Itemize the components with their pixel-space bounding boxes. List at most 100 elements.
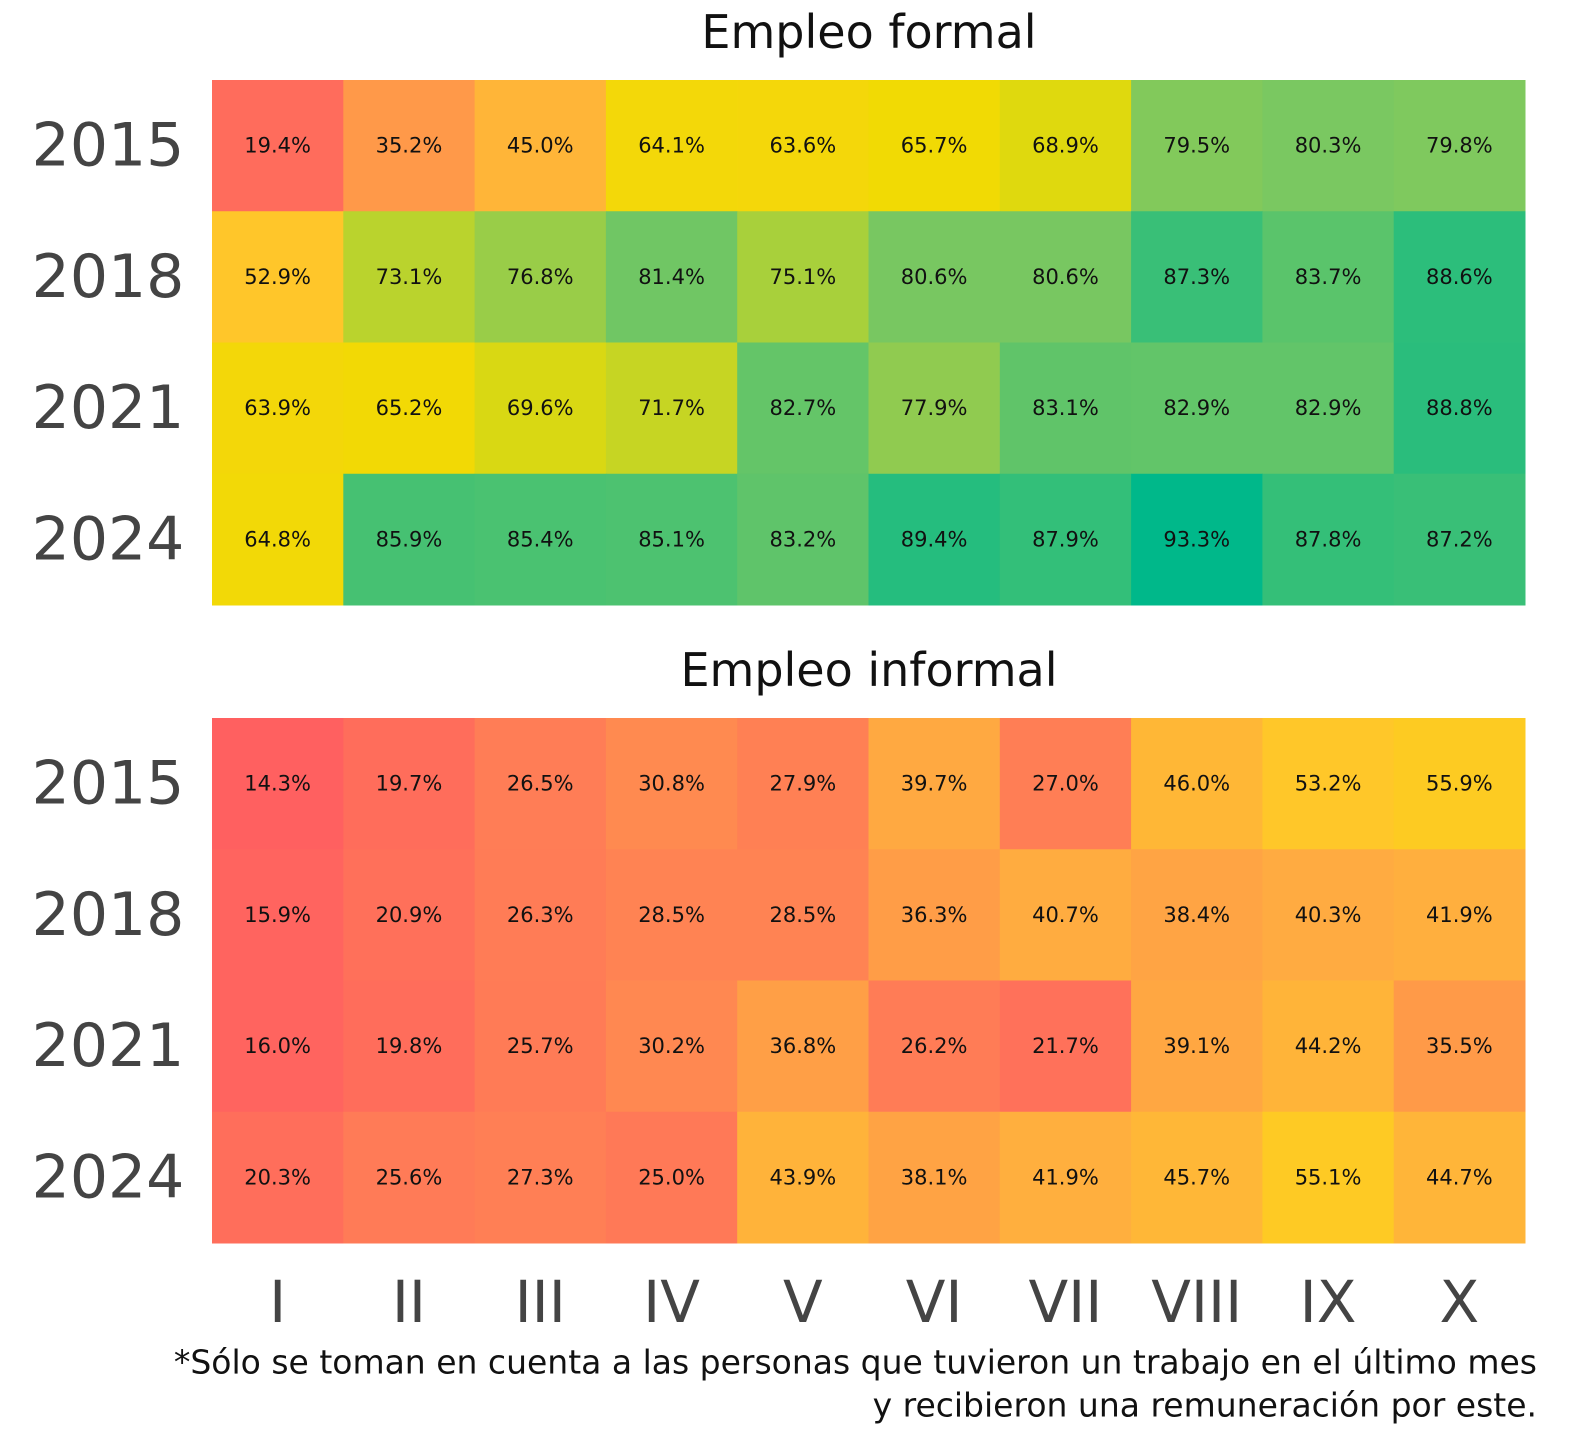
cell (737, 849, 869, 981)
cell-label: 44.2% (1295, 1034, 1362, 1058)
cell-label: 45.7% (1163, 1165, 1230, 1189)
cell-label: 83.7% (1295, 265, 1362, 289)
cell (343, 80, 476, 212)
footnote: *Sólo se toman en cuenta a las personas … (174, 1343, 1537, 1382)
cell-label: 71.7% (638, 396, 705, 420)
cell-label: 27.3% (507, 1165, 574, 1189)
cell-label: 26.2% (901, 1034, 968, 1058)
cell-label: 35.5% (1426, 1034, 1493, 1058)
cell-label: 39.1% (1163, 1034, 1230, 1058)
cell-label: 65.7% (901, 134, 968, 158)
cell (1262, 211, 1395, 343)
cell-label: 87.3% (1163, 265, 1230, 289)
cell-label: 83.2% (769, 527, 836, 551)
cell-label: 82.7% (769, 396, 836, 420)
cell (1131, 980, 1263, 1113)
cell (737, 80, 869, 212)
cell (999, 1111, 1132, 1244)
cell (212, 473, 344, 606)
cell (1393, 80, 1526, 212)
cell-label: 19.8% (376, 1034, 443, 1058)
cell-label: 53.2% (1295, 772, 1362, 796)
cell (343, 849, 476, 981)
cell (474, 473, 607, 606)
cell (474, 1111, 607, 1244)
cell-label: 41.9% (1426, 903, 1493, 927)
cell-label: 85.1% (638, 527, 705, 551)
cell-label: 87.2% (1426, 527, 1493, 551)
cell (868, 718, 1001, 850)
cell (868, 1111, 1001, 1244)
cell (737, 211, 869, 343)
cell (605, 718, 738, 850)
footnote: y recibieron una remuneración por este. (873, 1386, 1537, 1425)
row-label: 2015 (32, 111, 185, 181)
cell (474, 718, 607, 850)
cell (474, 342, 607, 475)
cell (737, 980, 869, 1113)
cell-label: 76.8% (507, 265, 574, 289)
x-label: III (515, 1268, 566, 1336)
cell (999, 980, 1132, 1113)
cell (343, 342, 476, 475)
cell (1393, 211, 1526, 343)
cell-label: 25.7% (507, 1034, 574, 1058)
cell-label: 25.6% (376, 1165, 443, 1189)
x-label: VI (906, 1268, 963, 1336)
row-label: 2021 (32, 373, 185, 443)
cell-label: 44.7% (1426, 1165, 1493, 1189)
cell-label: 40.3% (1295, 903, 1362, 927)
cell (605, 342, 738, 475)
cell (1393, 473, 1526, 606)
cell-label: 83.1% (1032, 396, 1099, 420)
cell-label: 26.5% (507, 772, 574, 796)
cell (1262, 849, 1395, 981)
cell-label: 15.9% (244, 903, 311, 927)
cell-label: 82.9% (1163, 396, 1230, 420)
cell (999, 211, 1132, 343)
cell (999, 849, 1132, 981)
cell-label: 36.3% (901, 903, 968, 927)
cell (1393, 718, 1526, 850)
cell-label: 77.9% (901, 396, 968, 420)
cell (605, 473, 738, 606)
cell-label: 88.6% (1426, 265, 1493, 289)
cell-label: 40.7% (1032, 903, 1099, 927)
cell-label: 73.1% (376, 265, 443, 289)
cell-label: 19.7% (376, 772, 443, 796)
cell (737, 342, 869, 475)
cell-label: 85.9% (376, 527, 443, 551)
cell-label: 87.8% (1295, 527, 1362, 551)
row-label: 2015 (32, 749, 185, 819)
panel-title: Empleo formal (701, 5, 1036, 59)
cell (1131, 849, 1263, 981)
cell (868, 211, 1001, 343)
cell-label: 38.1% (901, 1165, 968, 1189)
cell-label: 79.5% (1163, 134, 1230, 158)
cell (605, 980, 738, 1113)
cell (1262, 342, 1395, 475)
cell-label: 82.9% (1295, 396, 1362, 420)
cell-label: 85.4% (507, 527, 574, 551)
cell (1262, 80, 1395, 212)
cell-label: 88.8% (1426, 396, 1493, 420)
cell-label: 27.9% (769, 772, 836, 796)
cell (1131, 211, 1263, 343)
cell-label: 20.9% (376, 903, 443, 927)
cell (605, 849, 738, 981)
cell (1131, 1111, 1263, 1244)
cell-label: 52.9% (244, 265, 311, 289)
cell-label: 55.9% (1426, 772, 1493, 796)
row-label: 2024 (32, 1142, 185, 1212)
cell-label: 80.3% (1295, 134, 1362, 158)
cell (212, 718, 344, 850)
cell-label: 14.3% (244, 772, 311, 796)
cell-label: 63.6% (769, 134, 836, 158)
cell-label: 38.4% (1163, 903, 1230, 927)
x-label: V (783, 1268, 823, 1336)
cell (1393, 849, 1526, 981)
cell-label: 64.1% (638, 134, 705, 158)
cell-label: 80.6% (1032, 265, 1099, 289)
cell (212, 980, 344, 1113)
